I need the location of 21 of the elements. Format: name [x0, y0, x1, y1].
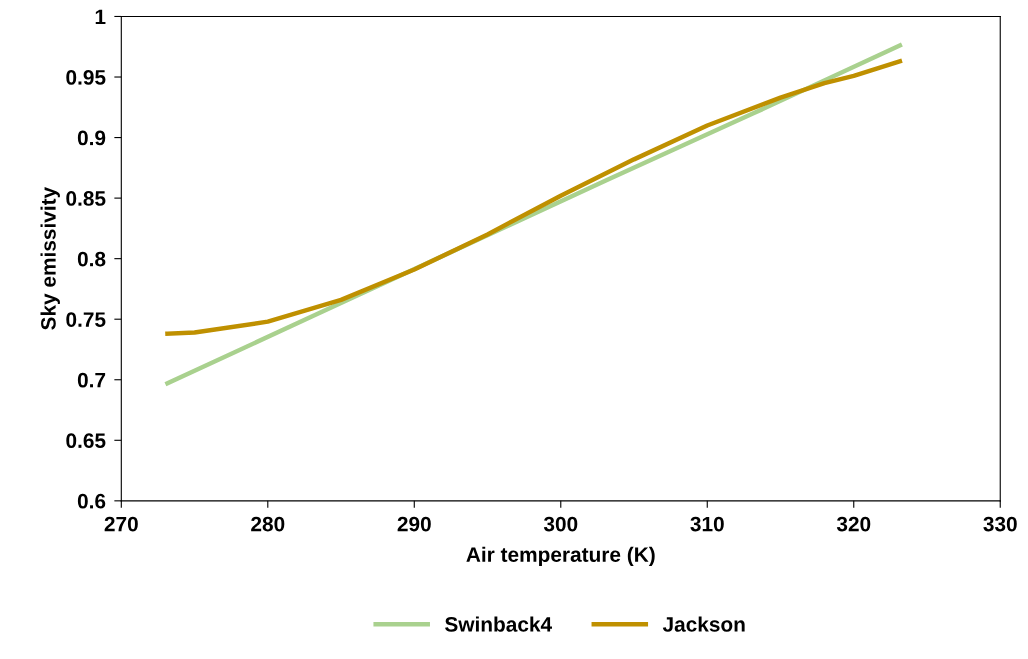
x-tick-label: 300 — [543, 516, 578, 532]
x-tick-label: 310 — [690, 516, 724, 532]
x-tick-label: 330 — [983, 516, 1017, 532]
y-tick-label: 0.75 — [66, 312, 106, 327]
line-series — [165, 59, 903, 336]
x-tick-label: 320 — [836, 516, 871, 532]
y-tick-label: 0.7 — [77, 372, 106, 388]
y-tick-label: 1 — [95, 9, 106, 25]
y-tick-label: 0.9 — [77, 130, 106, 146]
y-tick-label: 0.65 — [66, 433, 106, 449]
y-tick-label: 0.8 — [77, 251, 106, 267]
y-tick-label: 0.6 — [77, 493, 106, 509]
y-tick-label: 0.95 — [66, 70, 106, 85]
x-tick-label: 280 — [251, 516, 285, 532]
y-tick-label: 0.85 — [66, 191, 106, 206]
x-axis-title: Air temperature (K) — [466, 546, 655, 567]
x-tick-label: 290 — [397, 516, 431, 532]
y-axis-title: Sky emissivity — [40, 186, 60, 330]
x-tick-label: 270 — [104, 516, 138, 532]
legend-label: Jackson — [662, 616, 745, 632]
legend-label: Swinback4 — [445, 616, 552, 632]
